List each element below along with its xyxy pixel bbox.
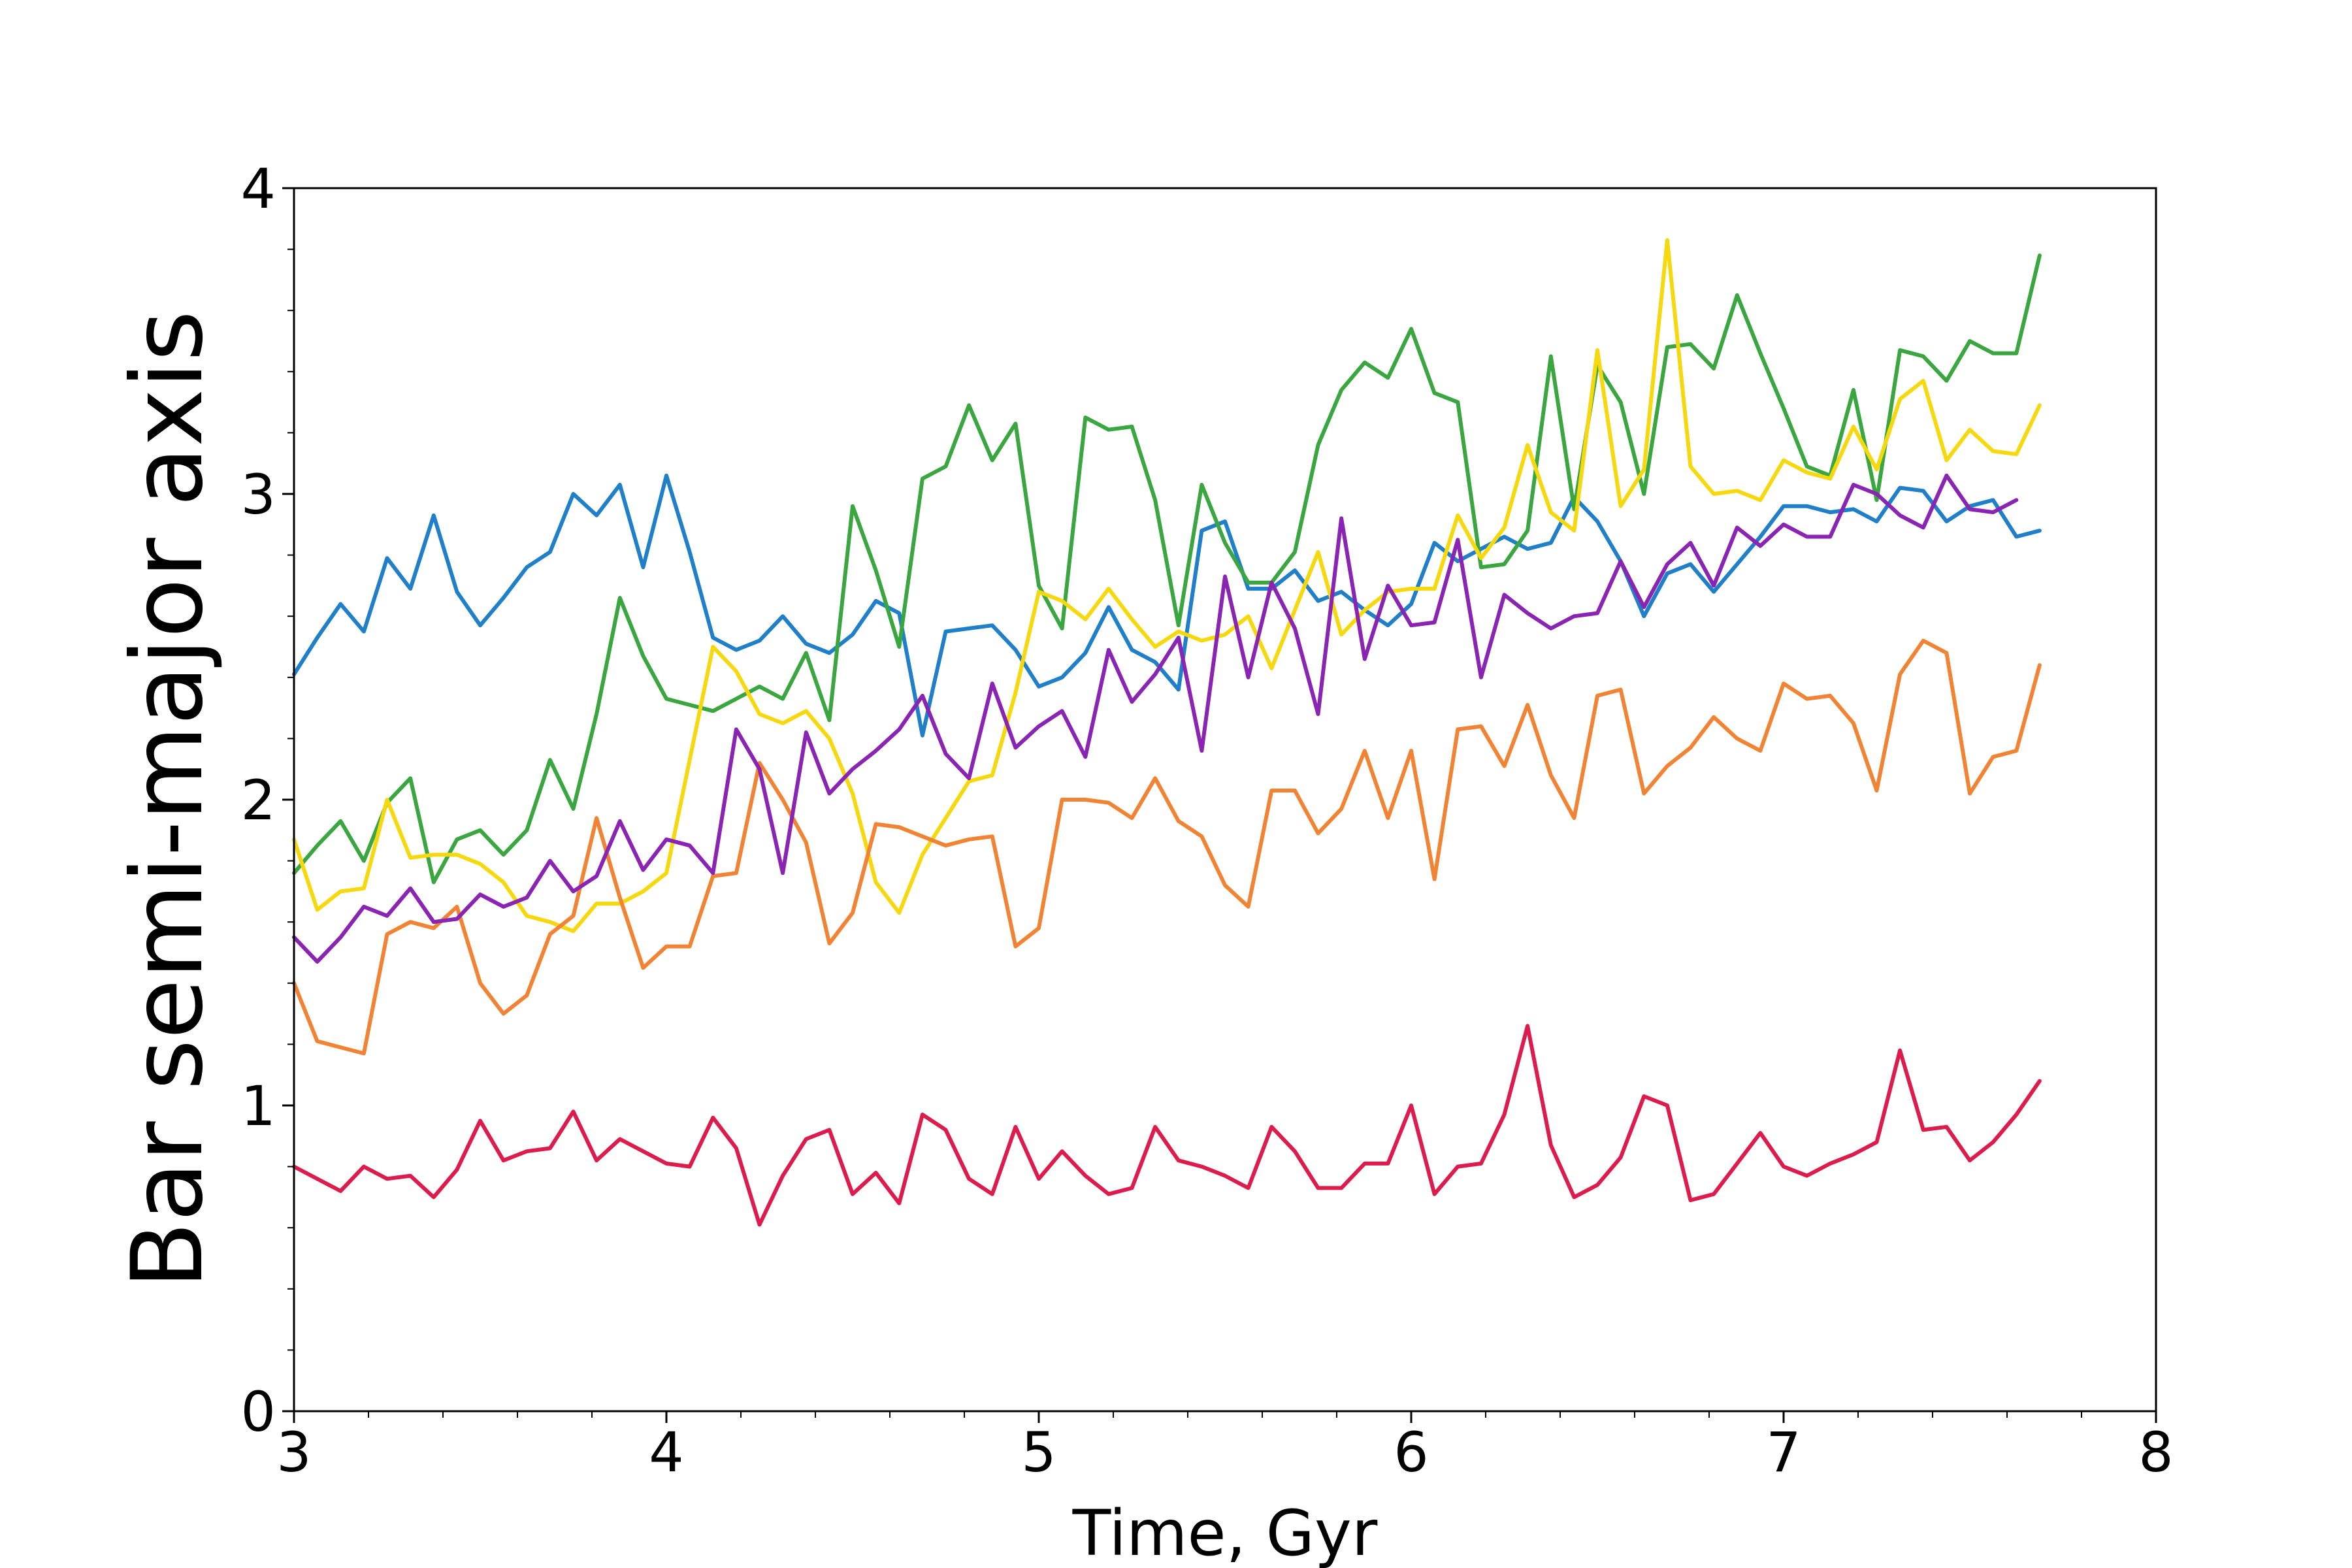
x-tick-label: 5 (1021, 1420, 1056, 1484)
series-line-6 (292, 1024, 2042, 1227)
series-line-3 (292, 238, 2042, 934)
y-tick-label: 3 (241, 463, 276, 527)
x-tick-label: 4 (649, 1420, 683, 1484)
y-axis-title: Bar semi-major axis (111, 310, 225, 1289)
ticks-layer: 3 4 5 6 7 8 0 1 2 3 4 (241, 157, 2174, 1484)
series-line-2 (292, 253, 2042, 885)
x-tick-label: 7 (1766, 1420, 1801, 1484)
series-line-4 (292, 638, 2042, 1056)
series-layer (292, 238, 2042, 1227)
series-line-5 (292, 473, 2019, 964)
plot-frame (293, 187, 2157, 1413)
x-tick-label: 6 (1394, 1420, 1428, 1484)
y-tick-label: 1 (241, 1074, 276, 1138)
y-tick-label: 0 (241, 1380, 276, 1444)
y-tick-label: 2 (241, 768, 276, 832)
series-line-1 (292, 473, 2042, 738)
x-tick-label: 3 (276, 1420, 311, 1484)
x-tick-label: 8 (2138, 1420, 2173, 1484)
y-tick-label: 4 (241, 157, 276, 221)
x-axis-title: Time, Gyr (1072, 1497, 1378, 1568)
